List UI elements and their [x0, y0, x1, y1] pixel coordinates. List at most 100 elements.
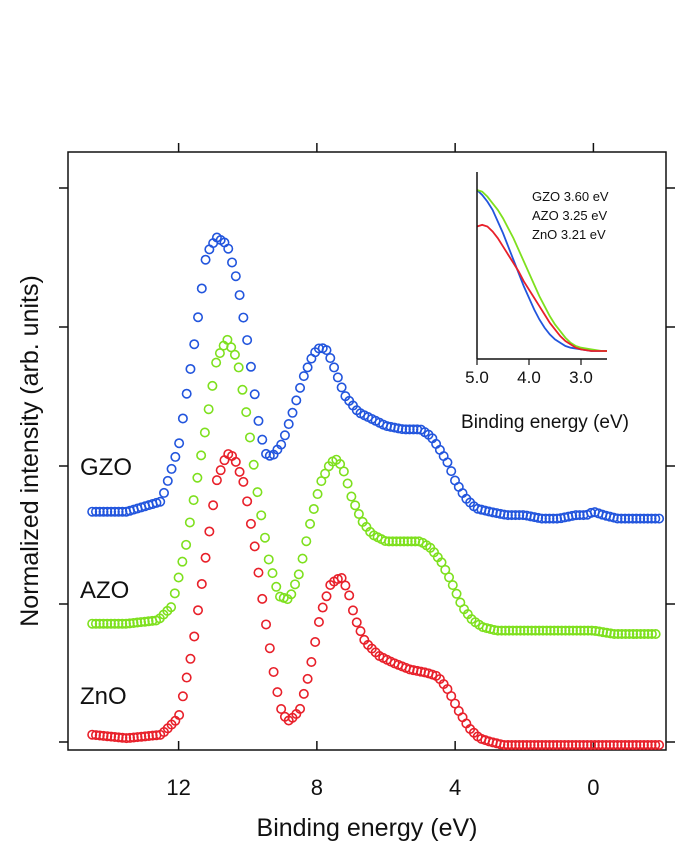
data-point-zno: [612, 739, 623, 750]
data-point-azo: [579, 625, 590, 636]
data-point-gzo: [106, 506, 117, 517]
data-point-azo: [646, 628, 657, 639]
data-point-azo: [564, 625, 575, 636]
data-point-gzo: [170, 451, 181, 462]
data-point-azo: [184, 517, 195, 528]
data-point-azo: [207, 380, 218, 391]
plot-frame: [67, 151, 667, 751]
data-point-zno: [211, 475, 222, 486]
data-point-gzo: [189, 339, 200, 350]
data-point-azo: [624, 628, 635, 639]
data-point-gzo: [321, 345, 332, 356]
data-point-gzo: [257, 434, 268, 445]
data-point-azo: [631, 628, 642, 639]
data-point-azo: [267, 568, 278, 579]
data-point-gzo: [336, 382, 347, 393]
data-point-azo: [199, 427, 210, 438]
series-layer: [87, 232, 665, 750]
data-point-zno: [578, 739, 589, 750]
data-point-gzo: [499, 509, 510, 520]
data-point-gzo: [627, 513, 638, 524]
data-point-zno: [589, 739, 600, 750]
data-point-zno: [506, 739, 517, 750]
data-point-gzo: [102, 506, 113, 517]
data-point-gzo: [185, 363, 196, 374]
data-point-azo: [571, 625, 582, 636]
data-point-zno: [242, 496, 253, 507]
data-point-gzo: [408, 424, 419, 435]
data-point-azo: [192, 472, 203, 483]
data-point-gzo: [287, 407, 298, 418]
data-point-zno: [302, 673, 313, 684]
data-point-zno: [570, 739, 581, 750]
inset-legend-azo: AZO 3.25 eV: [532, 208, 607, 223]
data-point-azo: [229, 349, 240, 360]
data-point-zno: [257, 593, 268, 604]
data-point-gzo: [181, 388, 192, 399]
data-point-zno: [525, 739, 536, 750]
data-point-zno: [631, 739, 642, 750]
data-point-azo: [545, 625, 556, 636]
data-point-azo: [248, 459, 259, 470]
data-point-gzo: [654, 513, 665, 524]
data-point-gzo: [298, 371, 309, 382]
data-point-gzo: [638, 513, 649, 524]
series-label-zno: ZnO: [80, 683, 127, 710]
data-point-zno: [238, 476, 249, 487]
data-point-azo: [395, 536, 406, 547]
x-tick-label-0: 0: [587, 775, 599, 800]
data-point-azo: [312, 489, 323, 500]
inset-x-tick-label-5.0: 5.0: [465, 368, 489, 387]
data-point-zno: [261, 619, 272, 630]
data-point-zno: [317, 602, 328, 613]
data-point-azo: [583, 625, 594, 636]
data-point-zno: [627, 739, 638, 750]
data-point-zno: [189, 631, 200, 642]
data-point-zno: [582, 739, 593, 750]
data-point-zno: [650, 739, 661, 750]
data-point-zno: [215, 465, 226, 476]
data-point-zno: [521, 739, 532, 750]
data-point-zno: [567, 739, 578, 750]
data-point-azo: [387, 536, 398, 547]
inset-legend-gzo: GZO 3.60 eV: [532, 189, 609, 204]
data-point-azo: [620, 628, 631, 639]
data-point-zno: [185, 653, 196, 664]
data-point-azo: [383, 536, 394, 547]
data-point-azo: [90, 618, 101, 629]
data-point-zno: [499, 739, 510, 750]
data-point-azo: [489, 624, 500, 635]
data-point-azo: [252, 487, 263, 498]
data-point-azo: [575, 625, 586, 636]
data-point-zno: [253, 567, 264, 578]
data-point-zno: [597, 739, 608, 750]
data-point-gzo: [162, 475, 173, 486]
data-point-gzo: [234, 290, 245, 301]
data-point-azo: [549, 625, 560, 636]
inset-x-ticks: 5.0 4.0 3.0: [465, 359, 593, 387]
data-point-gzo: [98, 506, 109, 517]
data-point-zno: [313, 616, 324, 627]
data-point-azo: [293, 569, 304, 580]
data-point-gzo: [166, 463, 177, 474]
data-point-gzo: [174, 438, 185, 449]
data-point-azo: [402, 536, 413, 547]
data-point-zno: [586, 739, 597, 750]
data-point-zno: [230, 456, 241, 467]
data-point-azo: [305, 518, 316, 529]
series-zno: [87, 449, 665, 750]
data-point-azo: [628, 628, 639, 639]
data-point-azo: [552, 625, 563, 636]
data-point-gzo: [200, 254, 211, 265]
inset-line-azo: [476, 189, 607, 352]
data-point-azo: [233, 362, 244, 373]
data-point-gzo: [536, 513, 547, 524]
inset-x-tick-label-4.0: 4.0: [517, 368, 541, 387]
data-point-azo: [530, 625, 541, 636]
data-point-azo: [398, 536, 409, 547]
data-point-azo: [515, 625, 526, 636]
data-point-azo: [256, 510, 267, 521]
data-point-zno: [616, 739, 627, 750]
data-point-gzo: [193, 312, 204, 323]
